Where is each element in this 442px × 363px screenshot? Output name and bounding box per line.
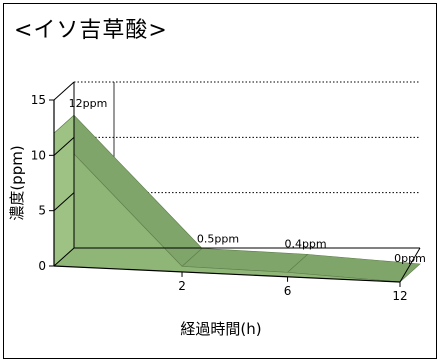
floor-right-edge xyxy=(399,247,421,283)
labels: 0 5 10 15 2 6 12 12ppm 0.5ppm 0.4ppm 0ppm 濃度(ppm) 経過… xyxy=(8,93,426,338)
y-tick-label: 5 xyxy=(38,204,46,218)
chart-area: 0 5 10 15 2 6 12 12ppm 0.5ppm 0.4ppm 0ppm 濃度(ppm) 経過… xyxy=(8,81,426,338)
series-area xyxy=(53,114,421,283)
x-axis-label: 経過時間(h) xyxy=(180,320,261,338)
area-left-face xyxy=(53,114,75,267)
data-label: 0ppm xyxy=(394,252,426,265)
x-tick-label: 6 xyxy=(284,284,292,298)
y-tick-depth-15 xyxy=(53,81,75,101)
chart-title: <イソ吉草酸> xyxy=(14,18,168,43)
y-tick-label: 15 xyxy=(31,93,46,107)
y-tick-depth-10 xyxy=(53,136,75,156)
data-label: 0.4ppm xyxy=(284,238,326,251)
y-tick-depth-0 xyxy=(53,247,75,267)
y-tick-label: 10 xyxy=(31,148,46,162)
data-label: 12ppm xyxy=(69,97,108,110)
chart-frame: <イソ吉草酸> 0 5 10 15 2 6 12 12ppm 0.5ppm 0.4ppm 0ppm 濃… xyxy=(3,3,437,359)
axes xyxy=(49,81,421,287)
y-tick-depth-5 xyxy=(53,192,75,212)
x-tick-label: 2 xyxy=(178,279,186,293)
x-axis xyxy=(53,265,401,283)
y-tick-label: 0 xyxy=(38,259,46,273)
data-label: 0.5ppm xyxy=(197,232,239,245)
x-tick-label: 12 xyxy=(392,289,407,303)
y-axis-label: 濃度(ppm) xyxy=(8,145,26,220)
